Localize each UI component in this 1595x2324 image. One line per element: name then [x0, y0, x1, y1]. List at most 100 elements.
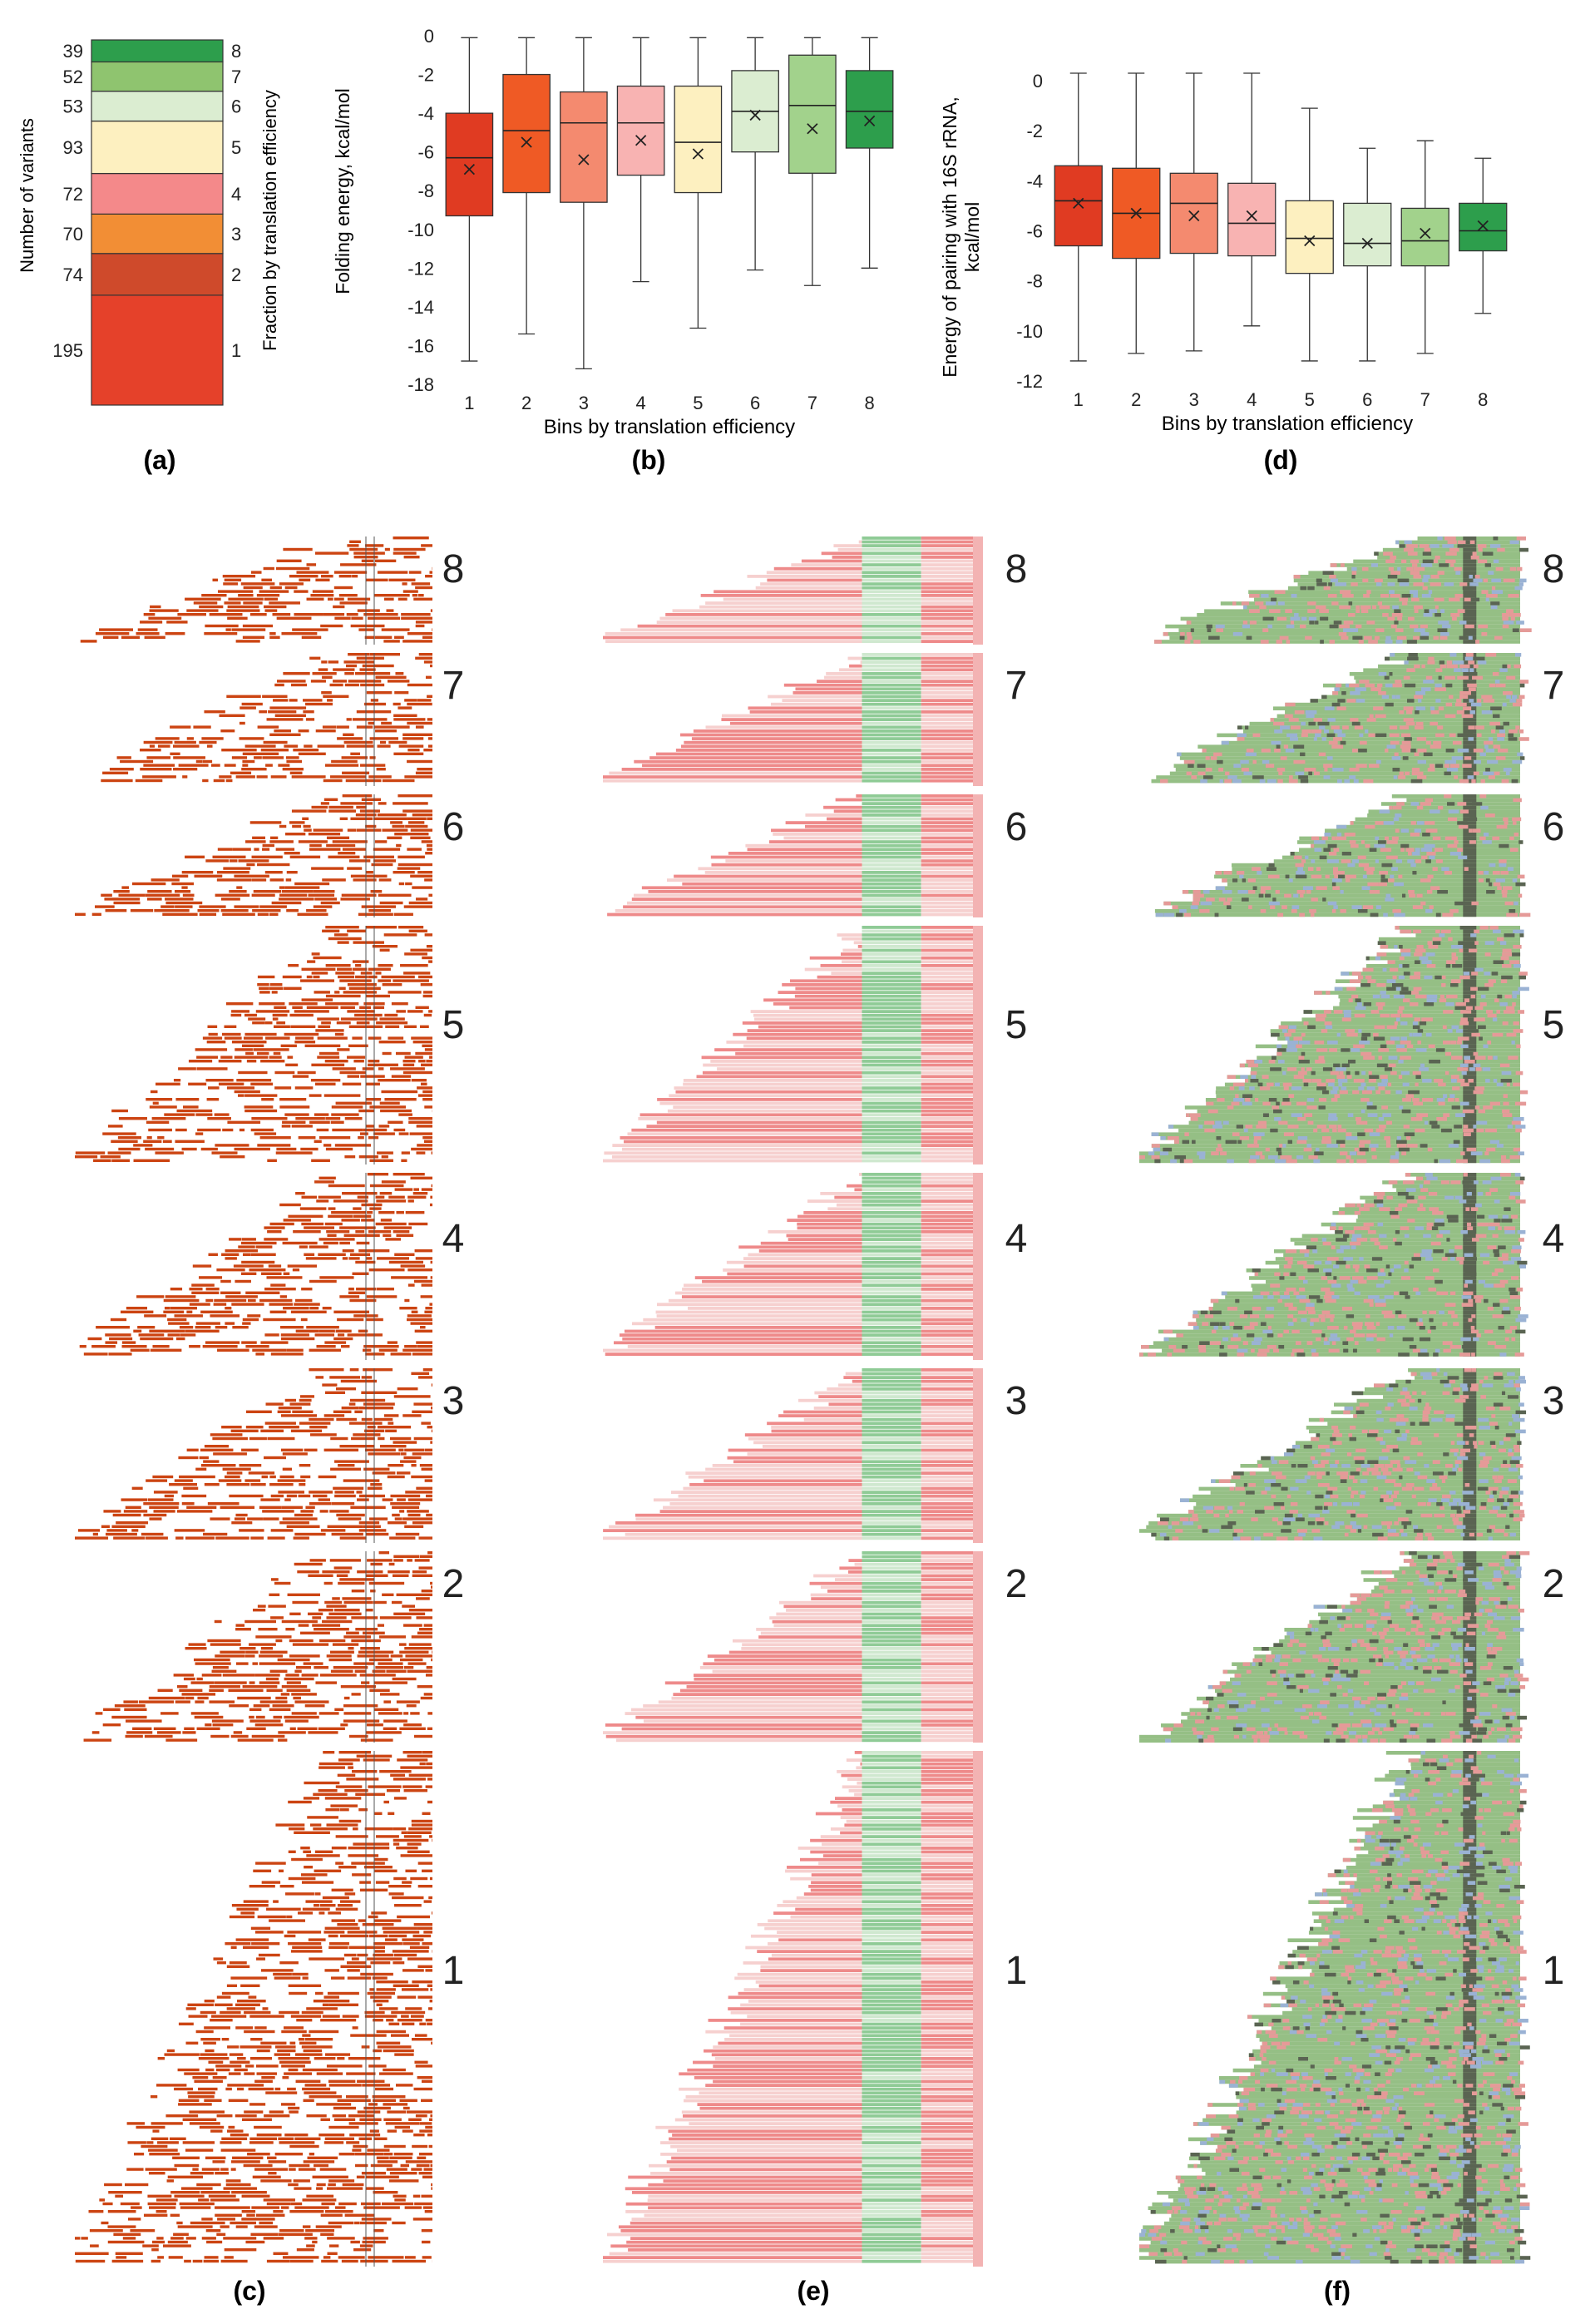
sequence-segment — [298, 1494, 311, 1498]
row-left-segment — [747, 575, 862, 578]
row-mid-segment — [862, 1173, 921, 1176]
nucleotide-cell — [1512, 821, 1517, 825]
sequence-segment — [328, 2179, 355, 2183]
row-right-segment — [921, 994, 973, 998]
sequence-segment — [254, 848, 259, 851]
nucleotide-cell — [1435, 859, 1443, 863]
nucleotide-cell — [1435, 733, 1444, 738]
nucleotide-cell — [1387, 575, 1398, 579]
sequence-segment — [345, 664, 358, 668]
sequence-segment — [227, 605, 259, 609]
sequence-segment — [235, 2026, 254, 2030]
row-background — [1367, 813, 1520, 818]
nucleotide-cell — [1449, 695, 1454, 700]
sequence-segment — [377, 813, 407, 817]
sequence-segment — [430, 1441, 432, 1444]
sequence-segment — [427, 2134, 432, 2137]
row-left-segment — [768, 1230, 862, 1234]
sequence-segment — [307, 2156, 338, 2159]
row-right-segment — [921, 656, 973, 660]
row-mid-segment — [862, 1192, 921, 1195]
row-right-segment — [921, 1264, 973, 1268]
nucleotide-cell — [1392, 768, 1400, 772]
nucleotide-cell — [1274, 590, 1286, 594]
nucleotide-cell — [1366, 871, 1374, 875]
sequence-segment — [215, 2068, 230, 2072]
sequence-segment — [420, 1696, 432, 1700]
sequence-segment — [294, 1700, 329, 1703]
x-tick-label: 2 — [1131, 389, 1141, 410]
y-tick-label: -12 — [407, 258, 434, 279]
row-left-segment — [703, 1063, 862, 1067]
nucleotide-cell — [1308, 616, 1317, 621]
sequence-segment — [269, 840, 294, 843]
row-mid-segment — [862, 794, 921, 798]
row-left-segment — [609, 1525, 862, 1529]
nucleotide-cell — [1299, 624, 1306, 629]
sequence-segment — [320, 802, 329, 805]
sequence-segment — [301, 2010, 323, 2015]
sequence-segment — [274, 2153, 304, 2156]
sequence-segment — [284, 1113, 309, 1116]
nucleotide-cell — [1289, 775, 1293, 779]
row-right-segment — [921, 632, 973, 635]
row-right-segment — [921, 2103, 973, 2106]
sequence-segment — [224, 2248, 257, 2252]
row-left-segment — [694, 1674, 862, 1677]
nucleotide-cell — [1424, 609, 1430, 613]
sequence-segment — [210, 2019, 233, 2022]
nucleotide-cell — [1435, 699, 1441, 703]
sequence-segment — [354, 1410, 363, 1413]
sequence-segment — [431, 1407, 432, 1410]
sequence-segment — [239, 737, 264, 740]
sequence-segment — [289, 1002, 318, 1006]
sequence-segment — [120, 2202, 140, 2206]
sequence-segment — [327, 1234, 337, 1237]
sequence-segment — [407, 721, 432, 725]
sequence-segment — [285, 1628, 295, 1631]
sequence-segment — [387, 1341, 398, 1344]
sequence-segment — [170, 2191, 200, 2194]
nucleotide-cell — [1307, 867, 1314, 871]
row-mid-segment — [862, 1857, 921, 1862]
sequence-segment — [381, 2202, 414, 2206]
nucleotide-cell — [1491, 590, 1504, 594]
sequence-segment — [284, 1719, 309, 1723]
nucleotide-cell — [1324, 706, 1335, 710]
row-background — [1368, 809, 1520, 813]
nucleotide-cell — [1430, 721, 1439, 726]
row-right-segment — [921, 578, 973, 582]
row-mid-segment — [862, 843, 921, 848]
row-right-segment — [921, 1654, 973, 1658]
sequence-segment — [324, 1222, 343, 1226]
sequence-segment — [335, 1785, 363, 1788]
sequence-segment — [284, 1934, 296, 1938]
sequence-segment — [348, 1847, 367, 1850]
sequence-segment — [384, 1013, 398, 1017]
sequence-segment — [270, 1529, 294, 1532]
nucleotide-cell — [1435, 764, 1444, 768]
row-right-segment — [921, 1483, 973, 1486]
sequence-segment — [275, 1151, 313, 1155]
sequence-segment — [214, 1298, 247, 1303]
nucleotide-cell — [1390, 624, 1397, 629]
sequence-segment — [391, 1075, 412, 1078]
nucleotide-cell — [1451, 756, 1464, 760]
row-left-segment — [684, 2099, 862, 2103]
sequence-segment — [256, 1051, 269, 1056]
nucleotide-cell — [1502, 893, 1508, 898]
box-bin-5 — [1285, 200, 1334, 274]
sequence-segment — [242, 1322, 251, 1325]
sequence-segment — [324, 1797, 362, 1800]
sequence-segment — [261, 2076, 275, 2079]
row-left-segment — [805, 813, 862, 817]
row-mid-segment — [862, 635, 921, 640]
sequence-segment — [145, 1536, 168, 1540]
nucleotide-cell — [1420, 635, 1430, 640]
nucleotide-cell — [1398, 874, 1403, 879]
sequence-segment — [393, 752, 424, 755]
nucleotide-cell — [1227, 775, 1237, 779]
row-background — [1290, 852, 1520, 856]
sequence-segment — [390, 1502, 421, 1506]
sequence-segment — [182, 1731, 196, 1734]
